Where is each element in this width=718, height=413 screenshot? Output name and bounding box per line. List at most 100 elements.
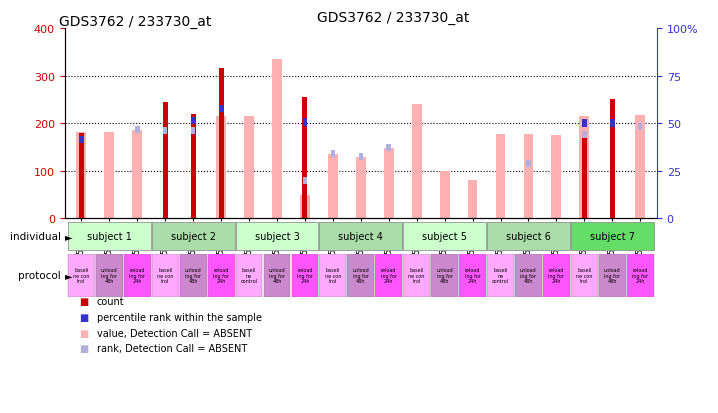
Bar	[526, 161, 531, 168]
Text: baseli
ne
control: baseli ne control	[492, 268, 509, 284]
Bar	[163, 127, 167, 134]
Bar	[376, 254, 402, 297]
Bar	[384, 149, 393, 219]
Bar	[123, 254, 151, 297]
Bar	[216, 117, 226, 219]
Text: unload
ing for
48h: unload ing for 48h	[269, 268, 285, 284]
Bar	[638, 123, 643, 131]
Text: subject 7: subject 7	[589, 231, 635, 242]
Bar	[579, 117, 589, 219]
Text: subject 6: subject 6	[506, 231, 551, 242]
Text: individual: individual	[10, 231, 61, 242]
Bar	[523, 134, 533, 219]
Bar	[582, 120, 587, 127]
Text: baseli
ne con
trol: baseli ne con trol	[325, 268, 341, 284]
Bar	[302, 98, 307, 219]
Bar	[432, 254, 458, 297]
Bar	[635, 115, 645, 219]
Text: baseli
ne con
trol: baseli ne con trol	[409, 268, 425, 284]
Bar	[495, 134, 505, 219]
Bar	[191, 114, 196, 219]
Text: unload
ing for
48h: unload ing for 48h	[520, 268, 537, 284]
Bar	[135, 126, 139, 133]
Text: unload
ing for
48h: unload ing for 48h	[437, 268, 453, 284]
Bar	[218, 69, 223, 219]
Text: baseli
ne
control: baseli ne control	[241, 268, 258, 284]
Text: value, Detection Call = ABSENT: value, Detection Call = ABSENT	[97, 328, 252, 338]
Text: reload
ing for
24h: reload ing for 24h	[381, 268, 397, 284]
Text: rank, Detection Call = ABSENT: rank, Detection Call = ABSENT	[97, 344, 247, 354]
Bar	[300, 195, 309, 219]
Text: ■: ■	[79, 328, 88, 338]
Text: GDS3762 / 233730_at: GDS3762 / 233730_at	[317, 11, 470, 25]
Bar	[627, 254, 653, 297]
Bar	[303, 119, 307, 126]
Bar	[208, 254, 235, 297]
Text: baseli
ne con
trol: baseli ne con trol	[157, 268, 173, 284]
Bar	[151, 254, 179, 297]
Bar	[79, 133, 84, 219]
Bar	[96, 254, 123, 297]
Bar	[303, 177, 307, 184]
Text: reload
ing for
24h: reload ing for 24h	[633, 268, 648, 284]
Bar	[68, 254, 95, 297]
Bar	[459, 254, 486, 297]
Bar	[551, 136, 561, 219]
Text: reload
ing for
24h: reload ing for 24h	[213, 268, 229, 284]
Bar	[412, 105, 421, 219]
Text: subject 5: subject 5	[422, 231, 467, 242]
Bar	[610, 100, 615, 219]
Bar	[236, 223, 318, 250]
Bar	[610, 120, 615, 127]
Text: GDS3762 / 233730_at: GDS3762 / 233730_at	[59, 15, 211, 29]
Bar	[320, 223, 402, 250]
Bar	[571, 223, 653, 250]
Text: count: count	[97, 297, 124, 306]
Bar	[244, 117, 254, 219]
Bar	[292, 254, 318, 297]
Bar	[467, 181, 477, 219]
Bar	[163, 102, 168, 219]
Bar	[515, 254, 542, 297]
Text: reload
ing for
24h: reload ing for 24h	[129, 268, 145, 284]
Bar	[104, 133, 114, 219]
Bar	[386, 145, 391, 152]
Text: subject 1: subject 1	[87, 231, 132, 242]
Text: unload
ing for
48h: unload ing for 48h	[604, 268, 620, 284]
Bar	[582, 138, 587, 219]
Text: ►: ►	[65, 231, 73, 242]
Text: ■: ■	[79, 297, 88, 306]
Text: ■: ■	[79, 344, 88, 354]
Bar	[404, 223, 486, 250]
Bar	[571, 254, 597, 297]
Text: ■: ■	[79, 312, 88, 322]
Bar	[348, 254, 374, 297]
Text: unload
ing for
48h: unload ing for 48h	[353, 268, 369, 284]
Text: subject 3: subject 3	[255, 231, 299, 242]
Bar	[236, 254, 263, 297]
Text: reload
ing for
24h: reload ing for 24h	[465, 268, 480, 284]
Bar	[272, 60, 282, 219]
Bar	[439, 171, 449, 219]
Bar	[330, 151, 335, 158]
Bar	[356, 157, 365, 219]
Text: reload
ing for
24h: reload ing for 24h	[297, 268, 313, 284]
Text: percentile rank within the sample: percentile rank within the sample	[97, 312, 262, 322]
Bar	[132, 131, 142, 219]
Text: unload
ing for
48h: unload ing for 48h	[101, 268, 118, 284]
Text: subject 2: subject 2	[171, 231, 215, 242]
Bar	[328, 155, 337, 219]
Bar	[180, 254, 207, 297]
Text: unload
ing for
48h: unload ing for 48h	[185, 268, 202, 284]
Bar	[151, 223, 235, 250]
Text: baseli
ne con
trol: baseli ne con trol	[73, 268, 90, 284]
Bar	[191, 127, 195, 134]
Text: ►: ►	[65, 271, 73, 281]
Bar	[264, 254, 290, 297]
Bar	[320, 254, 346, 297]
Bar	[543, 254, 570, 297]
Bar	[191, 118, 195, 125]
Text: reload
ing for
24h: reload ing for 24h	[549, 268, 564, 284]
Bar	[219, 106, 223, 113]
Bar	[404, 254, 430, 297]
